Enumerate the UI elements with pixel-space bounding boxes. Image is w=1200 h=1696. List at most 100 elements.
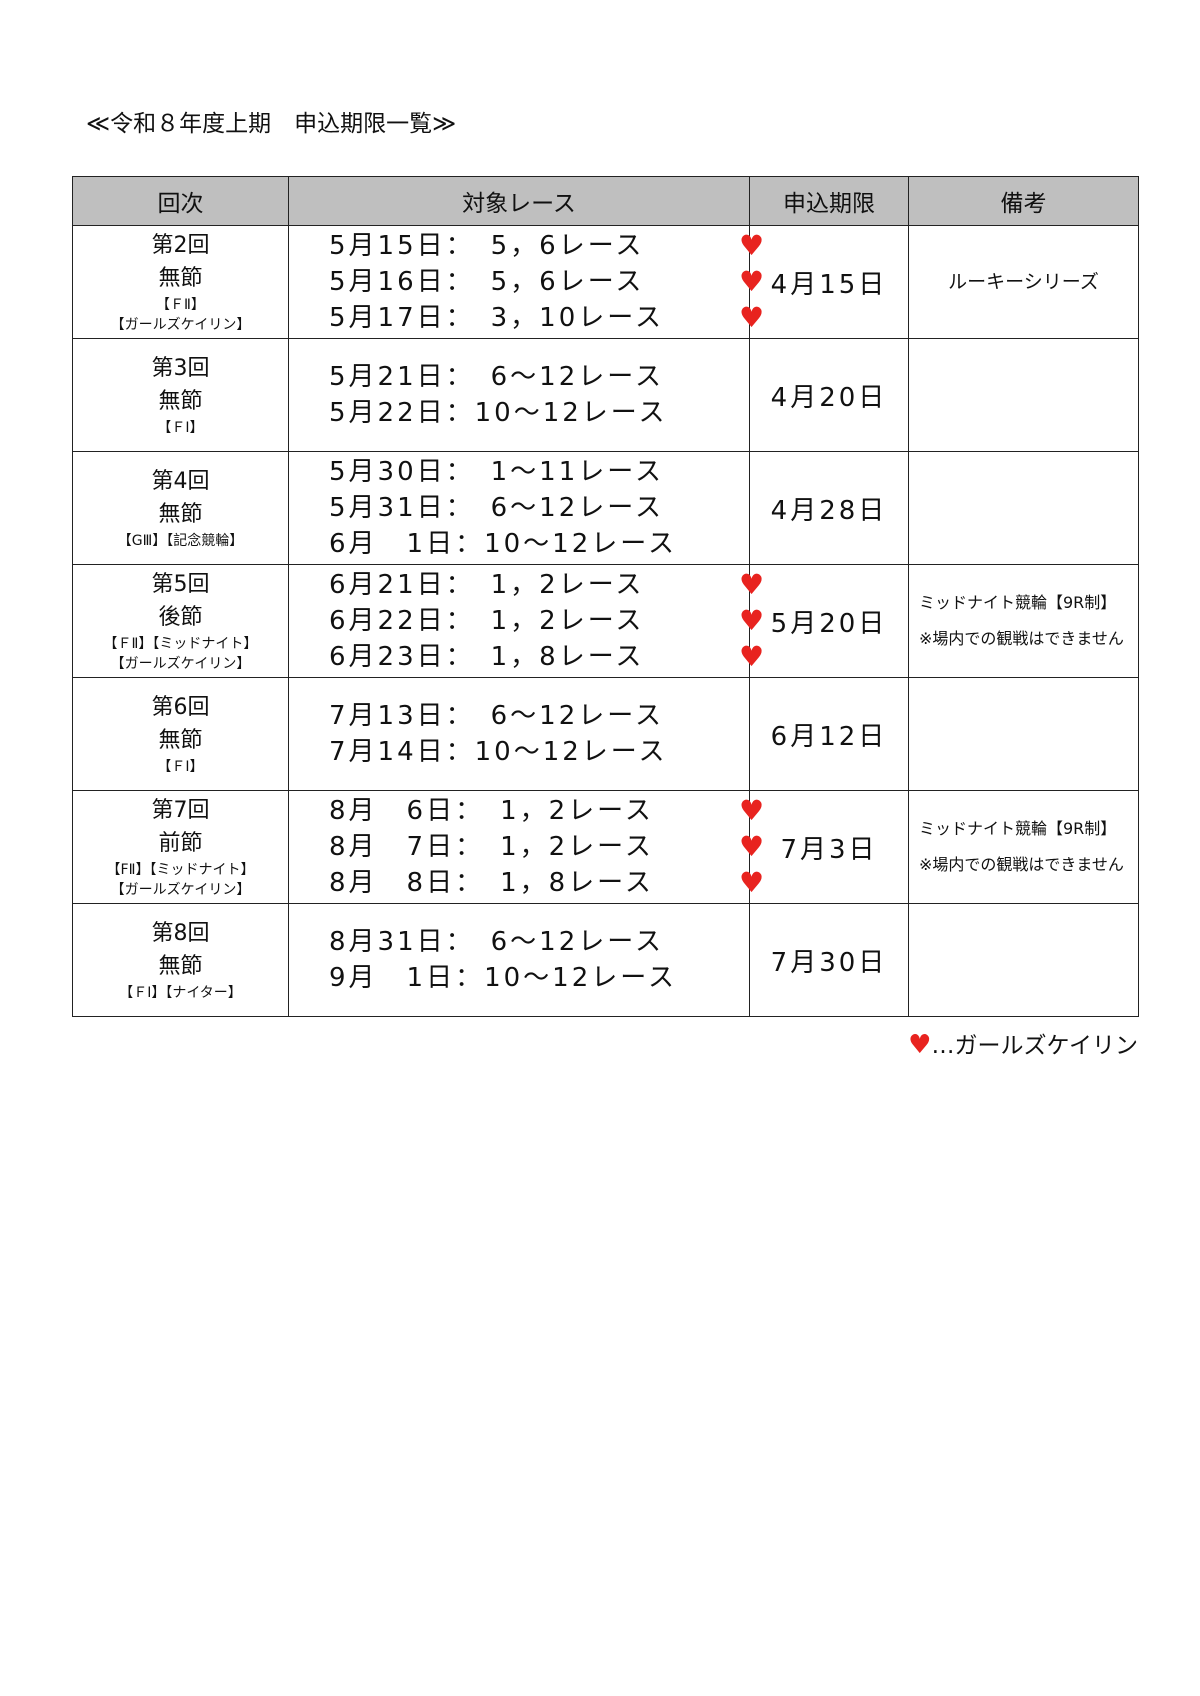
round-cell: 第2回 無節 【ＦⅡ】 【ガールズケイリン】 — [72, 225, 289, 339]
section-label: 前節 — [158, 831, 203, 856]
heart-icon: ♥ — [908, 1030, 932, 1060]
round-label: 第7回 — [151, 798, 210, 823]
deadline-cell: 5月20日 — [749, 564, 909, 678]
race-line: 5月15日： 5，6レース ♥ — [329, 228, 764, 264]
race-text: 6月21日： 1，2レース — [329, 570, 645, 600]
race-text: 8月 8日： 1，8レース — [329, 868, 654, 898]
race-line: 5月17日： 3，10レース ♥ — [329, 300, 764, 336]
section-label: 後節 — [158, 605, 203, 630]
notes-cell — [908, 338, 1139, 452]
deadline-cell: 4月20日 — [749, 338, 909, 452]
deadline-cell: 6月12日 — [749, 677, 909, 791]
round-cell: 第4回 無節 【GⅢ】【記念競輪】 — [72, 451, 289, 565]
table-row: 第5回後節【ＦⅡ】【ミッドナイト】 【ガールズケイリン】 6月21日： 1，2レース… — [72, 564, 1139, 678]
race-line: 7月14日：10～12レース — [329, 734, 749, 770]
race-line: 5月22日：10～12レース — [329, 395, 749, 431]
header-deadline: 申込期限 — [749, 176, 909, 226]
race-text: 5月22日：10～12レース — [329, 398, 668, 428]
deadline-cell: 7月30日 — [749, 903, 909, 1017]
round-cell: 第3回無節【ＦⅠ】 — [72, 338, 289, 452]
race-text: 5月31日： 6～12レース — [329, 493, 664, 523]
round-label: 第8回 — [151, 921, 210, 946]
header-notes: 備考 — [908, 176, 1139, 226]
race-text: 8月 6日： 1，2レース — [329, 796, 654, 826]
heart-icon: ♥ — [739, 568, 765, 601]
table-row: 第6回無節【ＦⅠ】 7月13日： 6～12レース 7月14日：10～12レース 6月1… — [72, 677, 1139, 791]
grade-tag: 【ガールズケイリン】 — [110, 656, 251, 672]
race-text: 9月 1日：10～12レース — [329, 963, 677, 993]
grade-tag: 【ＦⅠ】 — [157, 420, 204, 436]
heart-icon: ♥ — [739, 866, 765, 899]
table-row: 第3回無節【ＦⅠ】 5月21日： 6～12レース 5月22日：10～12レース 4月2… — [72, 338, 1139, 452]
race-text: 8月 7日： 1，2レース — [329, 832, 654, 862]
section-label: 無節 — [158, 502, 203, 527]
race-line: 9月 1日：10～12レース — [329, 960, 749, 996]
notes-cell: ミッドナイト競輪【9R制】 ※場内での観戦はできません — [908, 790, 1139, 904]
grade-tag: 【ＦⅠ】 — [157, 759, 204, 775]
race-line: 8月 7日： 1，2レース ♥ — [329, 829, 764, 865]
race-text: 7月14日：10～12レース — [329, 737, 668, 767]
notes-cell — [908, 903, 1139, 1017]
grade-tag: 【ＦⅡ】 — [156, 297, 205, 313]
race-text: 5月16日： 5，6レース — [329, 267, 645, 297]
race-line: 5月31日： 6～12レース — [329, 490, 749, 526]
race-line: 8月 8日： 1，8レース ♥ — [329, 865, 764, 901]
race-line: 5月16日： 5，6レース ♥ — [329, 264, 764, 300]
race-text: 5月30日： 1～11レース — [329, 457, 664, 487]
race-text: 5月21日： 6～12レース — [329, 362, 664, 392]
round-label: 第2回 — [151, 233, 210, 258]
header-row: 回次 対象レース 申込期限 備考 — [72, 176, 1139, 226]
deadline-cell: 7月3日 — [749, 790, 909, 904]
section-label: 無節 — [158, 728, 203, 753]
races-cell: 5月21日： 6～12レース 5月22日：10～12レース — [288, 338, 750, 452]
grade-tag: 【ガールズケイリン】 — [110, 882, 251, 898]
race-line: 7月13日： 6～12レース — [329, 698, 749, 734]
race-text: 5月17日： 3，10レース — [329, 303, 664, 333]
note-text: ※場内での観戦はできません — [919, 855, 1124, 874]
round-cell: 第5回後節【ＦⅡ】【ミッドナイト】 【ガールズケイリン】 — [72, 564, 289, 678]
header-round: 回次 — [72, 176, 289, 226]
notes-cell — [908, 677, 1139, 791]
race-text: 6月 1日：10～12レース — [329, 529, 677, 559]
race-text: 7月13日： 6～12レース — [329, 701, 664, 731]
round-cell: 第7回前節【FⅡ】【ミッドナイト】 【ガールズケイリン】 — [72, 790, 289, 904]
note-text: ルーキーシリーズ — [948, 271, 1099, 293]
notes-cell — [908, 451, 1139, 565]
heart-icon: ♥ — [739, 229, 765, 262]
round-label: 第4回 — [151, 469, 210, 494]
heart-icon: ♥ — [739, 604, 765, 637]
round-label: 第3回 — [151, 356, 210, 381]
heart-icon: ♥ — [739, 265, 765, 298]
grade-tag: 【ＦⅠ】【ナイター】 — [119, 985, 242, 1001]
race-text: 6月22日： 1，2レース — [329, 606, 645, 636]
round-cell: 第6回無節【ＦⅠ】 — [72, 677, 289, 791]
race-line: 8月31日： 6～12レース — [329, 924, 749, 960]
deadline-table: 回次 対象レース 申込期限 備考 第2回無節 【ＦⅡ】【ガールズケイリン】 5月15… — [72, 176, 1139, 1017]
races-cell: 8月 6日： 1，2レース ♥ 8月 7日： 1，2レース ♥ 8月 8日： 1，8レー… — [288, 790, 764, 904]
heart-icon: ♥ — [739, 830, 765, 863]
note-text: ミッドナイト競輪【9R制】 — [919, 593, 1117, 612]
race-line: 5月21日： 6～12レース — [329, 359, 749, 395]
round-label: 第5回 — [151, 572, 210, 597]
table-row: 第2回 無節 【ＦⅡ】 【ガールズケイリン】 5月15日： 5，6レース ♥ 5月16日： … — [72, 225, 1139, 339]
section-label: 無節 — [158, 389, 203, 414]
races-cell: 5月30日： 1～11レース 5月31日： 6～12レース 6月 1日：10～12レ… — [288, 451, 750, 565]
grade-tag: 【FⅡ】【ミッドナイト】 — [106, 862, 255, 878]
grade-tag: 【ＦⅡ】【ミッドナイト】 — [103, 636, 258, 652]
round-cell: 第8回 無節 【ＦⅠ】【ナイター】 — [72, 903, 289, 1017]
round-label: 第6回 — [151, 695, 210, 720]
note-text: ※場内での観戦はできません — [919, 629, 1124, 648]
race-text: 6月23日： 1，8レース — [329, 642, 645, 672]
heart-icon: ♥ — [739, 301, 765, 334]
race-line: 6月22日： 1，2レース ♥ — [329, 603, 764, 639]
legend-text: …ガールズケイリン — [931, 1033, 1138, 1059]
races-cell: 7月13日： 6～12レース 7月14日：10～12レース — [288, 677, 750, 791]
grade-tag: 【ガールズケイリン】 — [110, 317, 251, 333]
legend: ♥…ガールズケイリン — [908, 1026, 1138, 1060]
note-text: ミッドナイト競輪【9R制】 — [919, 819, 1117, 838]
race-line: 5月30日： 1～11レース — [329, 454, 749, 490]
notes-cell: ミッドナイト競輪【9R制】 ※場内での観戦はできません — [908, 564, 1139, 678]
races-cell: 6月21日： 1，2レース ♥ 6月22日： 1，2レース ♥ 6月23日： 1，8レー… — [288, 564, 764, 678]
race-line: 8月 6日： 1，2レース ♥ — [329, 793, 764, 829]
